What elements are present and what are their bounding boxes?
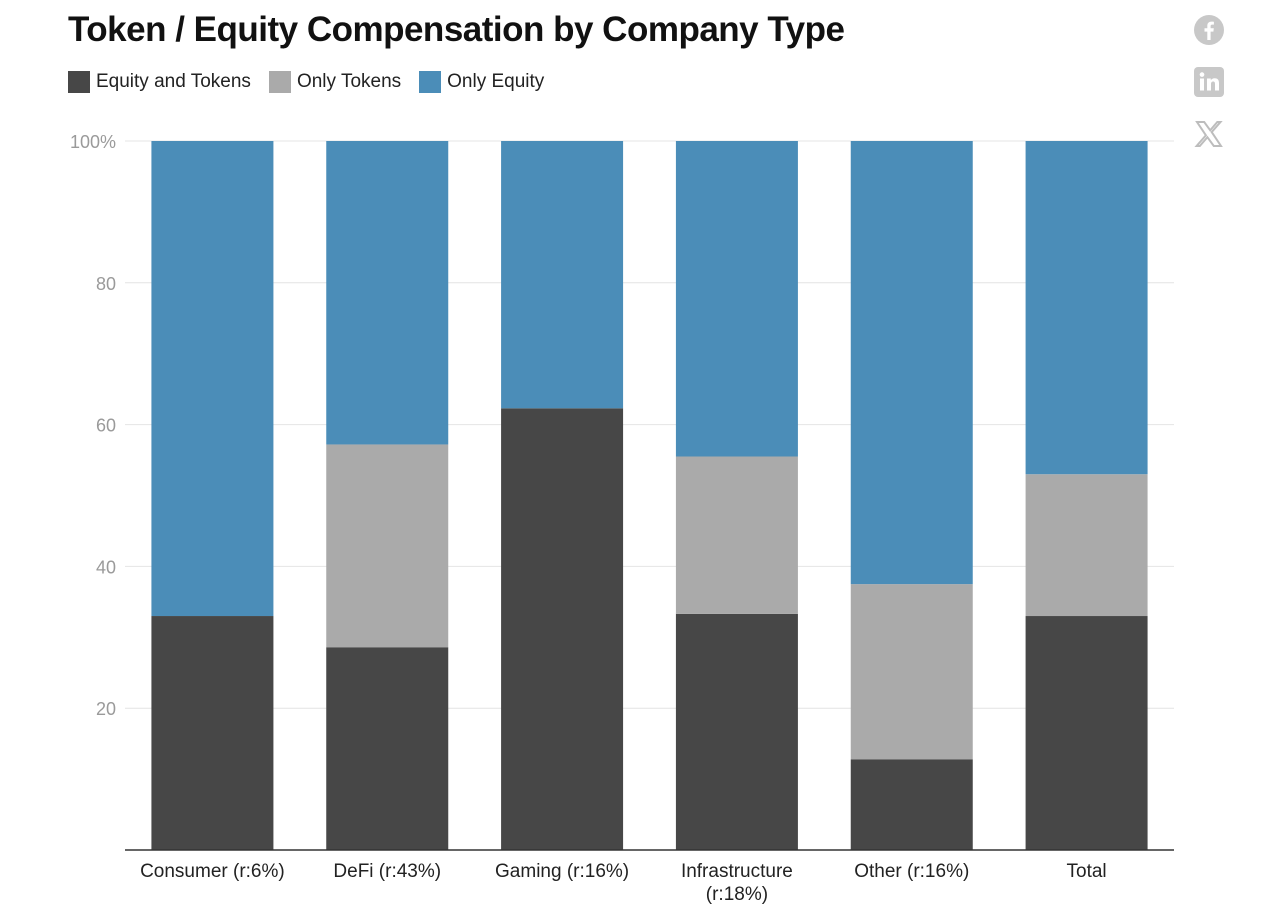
y-tick-label: 80	[96, 274, 116, 294]
bar-segment-equity-and-tokens	[1025, 616, 1148, 850]
bar-segment-only-equity	[326, 141, 449, 445]
linkedin-icon[interactable]	[1193, 66, 1225, 98]
legend: Equity and Tokens Only Tokens Only Equit…	[68, 71, 544, 93]
bar-segment-only-equity	[1025, 141, 1148, 475]
bar-segment-only-equity	[151, 141, 274, 617]
bar-segment-only-equity	[675, 141, 798, 457]
bar-segment-equity-and-tokens	[501, 408, 624, 850]
legend-label: Only Equity	[447, 71, 545, 92]
bar-segment-only-equity	[501, 141, 624, 409]
x-tick-label: Total	[1067, 861, 1107, 882]
legend-label: Equity and Tokens	[96, 71, 251, 92]
bar-segment-equity-and-tokens	[326, 647, 449, 850]
x-twitter-icon[interactable]	[1193, 118, 1225, 150]
y-tick-label: 60	[96, 416, 116, 436]
bar-segment-only-equity	[850, 141, 973, 585]
legend-swatch-only-equity	[419, 71, 442, 93]
share-buttons	[1193, 14, 1225, 150]
chart-title: Token / Equity Compensation by Company T…	[68, 10, 845, 49]
legend-swatch-equity-and-tokens	[68, 71, 90, 93]
x-tick-label: (r:18%)	[706, 884, 768, 905]
x-tick-label: Infrastructure	[681, 861, 793, 882]
bar-segment-equity-and-tokens	[675, 613, 798, 850]
bar-segment-equity-and-tokens	[850, 759, 973, 850]
bar-segment-only-tokens	[326, 444, 449, 648]
y-tick-label: 100%	[70, 132, 116, 152]
x-tick-label: Gaming (r:16%)	[495, 861, 629, 882]
legend-item-equity-and-tokens: Equity and Tokens	[68, 71, 251, 93]
bar-segment-only-tokens	[850, 584, 973, 760]
bar-segment-only-tokens	[675, 456, 798, 614]
facebook-icon[interactable]	[1193, 14, 1225, 46]
y-tick-label: 40	[96, 557, 116, 577]
x-tick-label: Other (r:16%)	[854, 861, 969, 882]
legend-swatch-only-tokens	[268, 71, 291, 93]
bar-segment-only-tokens	[1025, 474, 1148, 617]
bar-segment-equity-and-tokens	[151, 616, 274, 850]
y-tick-label: 20	[96, 699, 116, 719]
legend-label: Only Tokens	[296, 71, 402, 92]
legend-item-only-equity: Only Equity	[419, 71, 544, 93]
x-tick-label: Consumer (r:6%)	[140, 861, 285, 882]
legend-item-only-tokens: Only Tokens	[268, 71, 402, 93]
x-tick-label: DeFi (r:43%)	[333, 861, 441, 882]
